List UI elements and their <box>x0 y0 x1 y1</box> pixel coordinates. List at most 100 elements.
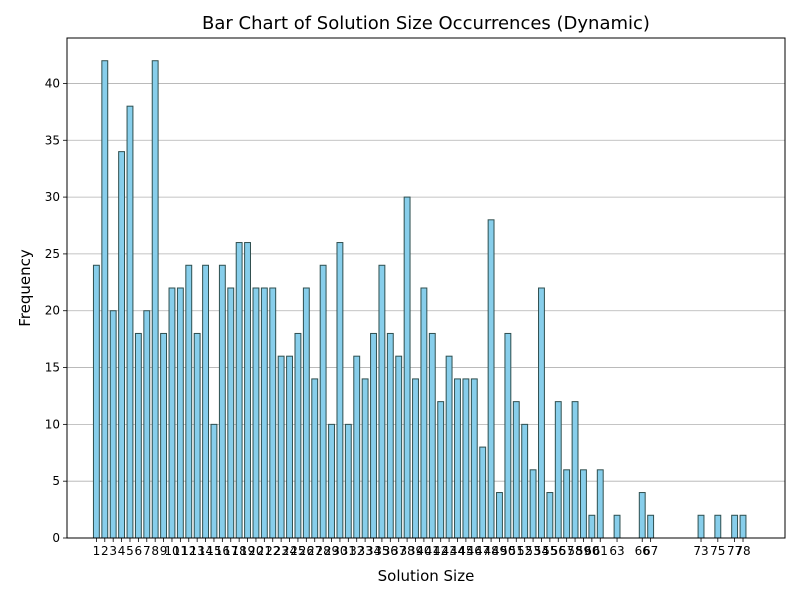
x-tick-label: 63 <box>609 544 624 558</box>
x-tick-label: 26 <box>299 544 314 558</box>
x-tick-label: 15 <box>206 544 221 558</box>
x-axis-label: Solution Size <box>378 567 475 585</box>
bar <box>428 332 436 539</box>
x-tick-label: 56 <box>551 544 566 558</box>
x-tick-label: 78 <box>735 544 750 558</box>
bar <box>638 492 646 539</box>
bar <box>311 378 319 539</box>
x-tick-label: 54 <box>534 544 549 558</box>
x-tick-label: 41 <box>425 544 440 558</box>
x-tick-label: 22 <box>265 544 280 558</box>
bar <box>370 332 377 539</box>
x-tick-label: 33 <box>357 544 372 558</box>
bar <box>437 401 445 539</box>
y-tick-label: 0 <box>52 531 60 545</box>
bar <box>202 264 210 539</box>
bar <box>454 378 461 539</box>
y-tick-label: 10 <box>45 417 60 431</box>
bar <box>529 469 537 539</box>
y-tick-label: 5 <box>52 474 60 488</box>
bar <box>714 514 722 539</box>
bar <box>176 287 184 539</box>
x-tick-label: 34 <box>366 544 381 558</box>
x-tick-label: 8 <box>151 544 159 558</box>
bar <box>92 264 100 539</box>
bar <box>403 196 411 539</box>
x-tick-label: 21 <box>257 544 272 558</box>
chart-title: Bar Chart of Solution Size Occurrences (… <box>202 13 650 34</box>
x-tick-label: 3 <box>109 544 117 558</box>
bar <box>378 264 386 539</box>
x-tick-label: 29 <box>324 544 339 558</box>
bar <box>412 378 419 539</box>
x-tick-label: 13 <box>190 544 205 558</box>
x-tick-label: 38 <box>399 544 414 558</box>
x-tick-label: 73 <box>693 544 708 558</box>
x-tick-label: 46 <box>467 544 482 558</box>
bar <box>538 287 545 539</box>
x-tick-label: 19 <box>240 544 255 558</box>
x-tick-label: 42 <box>433 544 448 558</box>
x-tick-label: 43 <box>441 544 456 558</box>
bar <box>479 446 487 539</box>
x-tick-label: 51 <box>509 544 524 558</box>
x-tick-label: 10 <box>164 544 179 558</box>
bar <box>395 355 403 539</box>
bar <box>168 287 176 539</box>
x-tick-label: 16 <box>215 544 230 558</box>
x-tick-label: 52 <box>517 544 532 558</box>
x-tick-label: 17 <box>223 544 238 558</box>
x-tick-label: 66 <box>635 544 650 558</box>
y-axis-label: Frequency <box>16 249 34 327</box>
x-tick-label: 18 <box>232 544 247 558</box>
bar <box>260 287 268 539</box>
x-tick-label: 37 <box>391 544 406 558</box>
bar <box>252 287 260 539</box>
bar <box>109 310 117 539</box>
bar <box>521 423 529 539</box>
y-axis-ticks: 0 5 10 15 20 25 30 35 40 <box>45 76 67 545</box>
bar <box>193 332 201 539</box>
x-tick-label: 31 <box>341 544 356 558</box>
x-tick-label: 45 <box>458 544 473 558</box>
x-tick-label: 32 <box>349 544 364 558</box>
x-tick-label: 49 <box>492 544 507 558</box>
bar <box>218 264 226 539</box>
bar <box>244 242 251 539</box>
x-tick-label: 61 <box>593 544 608 558</box>
y-tick-label: 15 <box>45 361 60 375</box>
bar <box>134 332 142 539</box>
bar <box>512 401 520 539</box>
bar <box>151 60 159 539</box>
x-tick-label: 23 <box>273 544 288 558</box>
bar <box>546 492 554 539</box>
x-tick-label: 1 <box>93 544 101 558</box>
bar <box>118 151 126 539</box>
bar <box>496 492 503 539</box>
y-tick-label: 25 <box>45 247 60 261</box>
x-tick-label: 67 <box>643 544 658 558</box>
x-tick-label: 20 <box>248 544 263 558</box>
x-tick-label: 35 <box>374 544 389 558</box>
bar <box>143 310 151 539</box>
bar <box>344 423 352 539</box>
x-tick-label: 60 <box>584 544 599 558</box>
x-tick-label: 77 <box>727 544 742 558</box>
bar <box>596 469 604 539</box>
bar <box>386 332 394 539</box>
bar <box>277 355 285 539</box>
bar <box>101 60 109 539</box>
x-tick-label: 58 <box>567 544 582 558</box>
x-tick-label: 44 <box>450 544 465 558</box>
bar <box>445 355 453 539</box>
x-tick-label: 36 <box>383 544 398 558</box>
x-tick-label: 30 <box>332 544 347 558</box>
bar <box>571 401 579 539</box>
bar <box>286 355 293 539</box>
x-tick-label: 53 <box>525 544 540 558</box>
bar <box>302 287 310 539</box>
y-tick-label: 40 <box>45 76 60 90</box>
bar <box>185 264 193 539</box>
plot-frame <box>66 37 786 539</box>
